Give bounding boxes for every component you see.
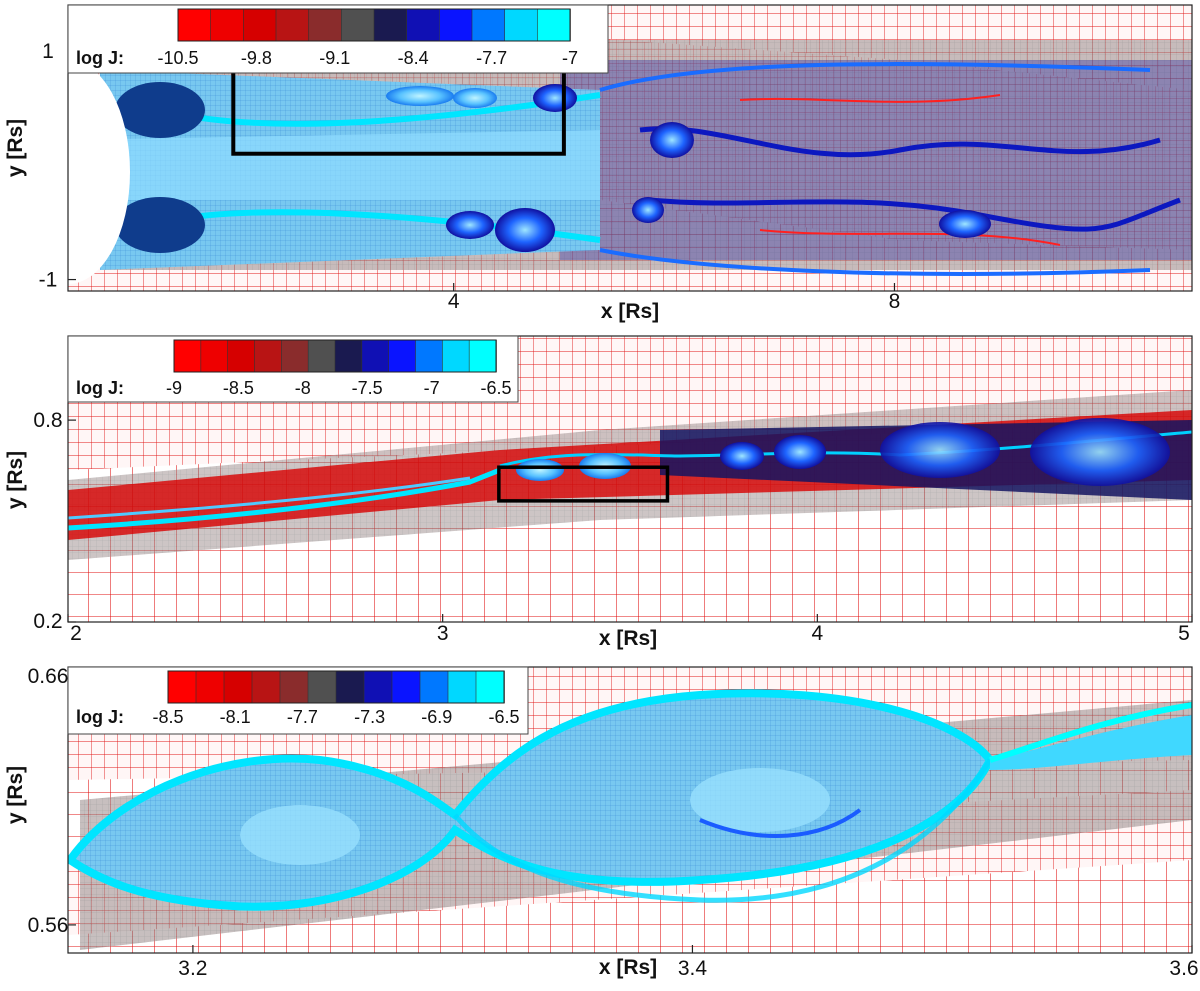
panel-2-axes: 2 3 4 5 0.2 0.8 bbox=[33, 409, 1193, 645]
colorbar-tick-label: -8.5 bbox=[223, 378, 254, 398]
colorbar-swatch bbox=[504, 8, 539, 42]
panel-2-colorbar: log J: -9 -8.5 -8 -7.5 -7 -6.5 bbox=[67, 335, 519, 403]
panel-1-colorbar: log J: -10.5 -9.8 -9.1 -8.4 -7.7 -7 bbox=[67, 4, 609, 74]
x-tick-label: 2 bbox=[70, 622, 82, 645]
colorbar-swatch bbox=[373, 8, 408, 42]
colorbar-swatch bbox=[167, 670, 197, 704]
panel-3-colorbar: log J: -8.5 -8.1 -7.7 -7.3 -6.9 -6.5 bbox=[67, 666, 529, 735]
colorbar-swatch bbox=[243, 8, 277, 42]
panel-1-field bbox=[68, 5, 1192, 291]
colorbar-tick-label: -7 bbox=[562, 48, 578, 68]
colorbar-tick-label: -8.5 bbox=[152, 707, 183, 727]
colorbar-tick-label: -6.5 bbox=[488, 707, 519, 727]
panel-1-ylabel: y [Rs] bbox=[4, 119, 27, 177]
panel-2-xlabel: x [Rs] bbox=[599, 627, 657, 650]
y-tick-label: 0.66 bbox=[28, 665, 69, 688]
panel-2-ylabel: y [Rs] bbox=[4, 451, 27, 509]
y-tick-label: 1 bbox=[42, 40, 54, 63]
panel-1-axes: 4 8 -1 1 bbox=[39, 40, 901, 313]
colorbar-swatch bbox=[275, 8, 310, 42]
colorbar-tick-label: -9.8 bbox=[241, 48, 272, 68]
panel-1-frame bbox=[67, 4, 1193, 292]
colorbar-swatch bbox=[173, 339, 202, 373]
colorbar-tick-label: -7.3 bbox=[354, 707, 385, 727]
colorbar-swatch bbox=[281, 339, 309, 373]
panel-2: 2 3 4 5 0.2 0.8 x [Rs] y [Rs] log J: -9 -8.5 -8 -… bbox=[4, 335, 1193, 650]
colorbar-swatch bbox=[406, 8, 441, 42]
x-tick-label: 8 bbox=[889, 290, 901, 313]
y-tick-label: 0.8 bbox=[33, 409, 62, 432]
panel-3-axes: 3.2 3.4 3.6 0.56 0.66 bbox=[28, 665, 1199, 980]
panel-3-ylabel: y [Rs] bbox=[4, 766, 27, 824]
colorbar-swatch bbox=[415, 339, 444, 373]
colorbar-tick-label: -7.7 bbox=[287, 707, 318, 727]
colorbar-swatch bbox=[391, 670, 421, 704]
colorbar-swatch bbox=[447, 670, 477, 704]
colorbar-swatch bbox=[251, 670, 281, 704]
x-tick-label: 4 bbox=[448, 290, 460, 313]
colorbar-swatch bbox=[200, 339, 229, 373]
colorbar-title: log J: bbox=[76, 378, 124, 398]
colorbar-swatch bbox=[307, 670, 337, 704]
colorbar-swatch bbox=[223, 670, 253, 704]
colorbar-swatch bbox=[361, 339, 390, 373]
colorbar-tick-label: -8 bbox=[295, 378, 311, 398]
x-tick-label: 5 bbox=[1178, 622, 1190, 645]
colorbar-swatch bbox=[471, 8, 506, 42]
colorbar-tick-label: -8.1 bbox=[220, 707, 251, 727]
colorbar-swatch bbox=[334, 339, 363, 373]
colorbar-swatch bbox=[210, 8, 245, 42]
y-tick-label: 0.2 bbox=[33, 610, 62, 633]
colorbar-swatch bbox=[363, 670, 393, 704]
x-tick-label: 3.4 bbox=[678, 957, 708, 980]
colorbar-swatch bbox=[335, 670, 365, 704]
colorbar-swatch bbox=[227, 339, 256, 373]
panel-2-field bbox=[68, 336, 1192, 622]
colorbar-tick-label: -9 bbox=[166, 378, 182, 398]
y-tick-label: -1 bbox=[39, 269, 58, 292]
colorbar-title: log J: bbox=[76, 707, 124, 727]
colorbar-outline bbox=[177, 8, 571, 42]
colorbar-tick-label: -9.1 bbox=[319, 48, 350, 68]
panel-3-frame bbox=[67, 666, 1193, 954]
colorbar-swatch bbox=[341, 8, 375, 42]
colorbar-tick-label: -7.7 bbox=[476, 48, 507, 68]
colorbar-swatch bbox=[177, 8, 212, 42]
colorbar-swatch bbox=[254, 339, 283, 373]
y-tick-label: 0.56 bbox=[28, 914, 69, 937]
panel-3-xlabel: x [Rs] bbox=[599, 956, 657, 979]
colorbar-tick-label: -6.5 bbox=[480, 378, 511, 398]
panel-1: 4 8 -1 1 x [Rs] y [Rs] log J: -10.5 -9.8 -9.1 -… bbox=[4, 4, 1193, 323]
colorbar-swatch bbox=[279, 670, 309, 704]
panel-3: 3.2 3.4 3.6 0.56 0.66 x [Rs] y [Rs] log J: -8… bbox=[4, 665, 1199, 980]
colorbar-swatch bbox=[468, 339, 497, 373]
colorbar-swatch bbox=[419, 670, 449, 704]
colorbar-swatch bbox=[537, 8, 571, 42]
x-tick-label: 3.6 bbox=[1169, 957, 1198, 980]
colorbar-title: log J: bbox=[76, 48, 124, 68]
colorbar-tick-label: -7.5 bbox=[352, 378, 383, 398]
colorbar-outline bbox=[167, 670, 505, 704]
colorbar-tick-label: -10.5 bbox=[157, 48, 198, 68]
colorbar-tick-label: -8.4 bbox=[398, 48, 429, 68]
panel-2-frame bbox=[67, 335, 1193, 623]
colorbar-swatch bbox=[307, 339, 336, 373]
colorbar-swatch bbox=[442, 339, 470, 373]
colorbar-swatch bbox=[439, 8, 473, 42]
colorbar-swatch bbox=[195, 670, 225, 704]
x-tick-label: 3.2 bbox=[178, 957, 207, 980]
panel-1-xlabel: x [Rs] bbox=[601, 300, 659, 323]
colorbar-swatch bbox=[388, 339, 417, 373]
colorbar-tick-label: -7 bbox=[424, 378, 440, 398]
colorbar-tick-label: -6.9 bbox=[421, 707, 452, 727]
panel-2-zoom-box bbox=[497, 465, 670, 503]
colorbar-swatch bbox=[475, 670, 505, 704]
x-tick-label: 4 bbox=[811, 622, 823, 645]
colorbar-outline bbox=[173, 339, 497, 373]
x-tick-label: 3 bbox=[437, 622, 449, 645]
colorbar-swatch bbox=[308, 8, 343, 42]
